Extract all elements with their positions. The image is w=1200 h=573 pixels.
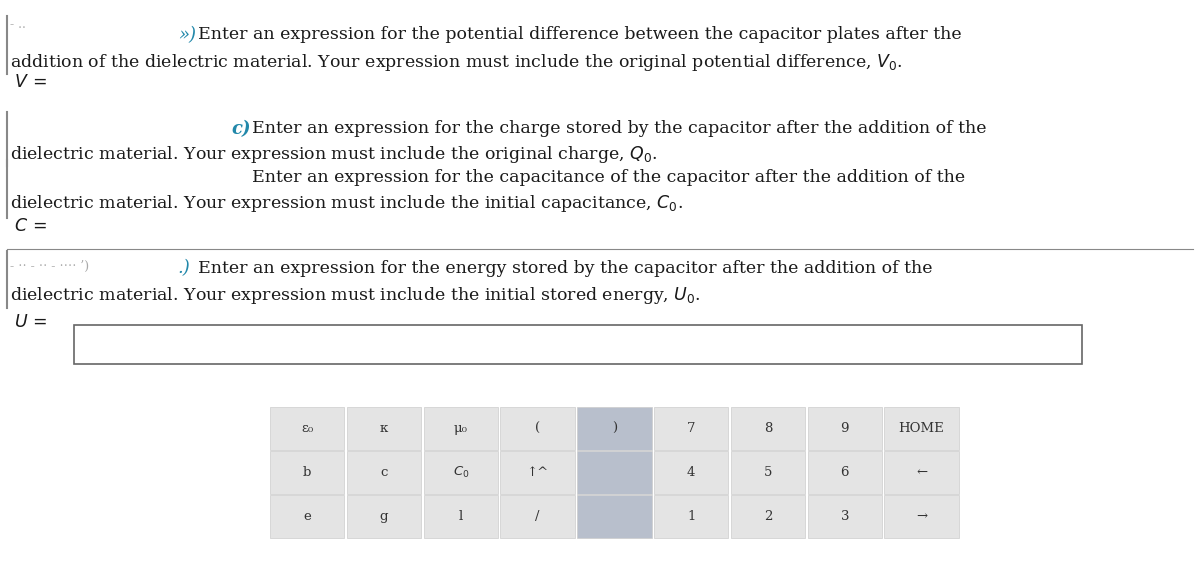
Bar <box>577 407 652 450</box>
Bar <box>424 407 498 450</box>
Text: - ⋅⋅ - ⋅⋅ - ⋅⋅⋅⋅ ’): - ⋅⋅ - ⋅⋅ - ⋅⋅⋅⋅ ’) <box>10 260 89 273</box>
Bar <box>270 451 344 494</box>
Text: ): ) <box>612 422 617 435</box>
Bar <box>731 407 805 450</box>
Bar <box>884 451 959 494</box>
Bar <box>347 407 421 450</box>
Bar <box>808 451 882 494</box>
Text: 8: 8 <box>764 422 772 435</box>
Text: μ₀: μ₀ <box>454 422 468 435</box>
Text: /: / <box>535 510 540 523</box>
Bar <box>884 495 959 538</box>
Bar <box>654 407 728 450</box>
Bar <box>654 495 728 538</box>
Text: g: g <box>379 510 389 523</box>
Bar <box>654 451 728 494</box>
Text: 6: 6 <box>840 466 850 479</box>
Text: b: b <box>304 466 311 479</box>
Bar <box>424 495 498 538</box>
Text: 7: 7 <box>686 422 696 435</box>
Text: 5: 5 <box>764 466 772 479</box>
Text: dielectric material. Your expression must include the initial capacitance, $C_0$: dielectric material. Your expression mus… <box>10 193 683 214</box>
Text: 4: 4 <box>688 466 695 479</box>
Bar <box>347 495 421 538</box>
Bar <box>424 451 498 494</box>
Text: $C\,=$: $C\,=$ <box>14 218 48 235</box>
Text: Enter an expression for the charge stored by the capacitor after the addition of: Enter an expression for the charge store… <box>252 120 986 138</box>
Bar <box>500 495 575 538</box>
Text: 1: 1 <box>688 510 695 523</box>
Bar <box>731 495 805 538</box>
Text: »): ») <box>178 26 196 44</box>
Bar <box>500 407 575 450</box>
Bar <box>347 451 421 494</box>
Text: dielectric material. Your expression must include the initial stored energy, $U_: dielectric material. Your expression mus… <box>10 285 701 306</box>
Text: dielectric material. Your expression must include the original charge, $Q_0$.: dielectric material. Your expression mus… <box>10 144 658 166</box>
Bar <box>884 407 959 450</box>
Bar <box>808 407 882 450</box>
Text: (: ( <box>535 422 540 435</box>
Bar <box>74 325 1082 364</box>
Text: HOME: HOME <box>899 422 944 435</box>
Bar <box>808 495 882 538</box>
Text: c: c <box>380 466 388 479</box>
Text: c): c) <box>232 120 251 138</box>
Bar <box>270 495 344 538</box>
Bar <box>270 407 344 450</box>
Text: $C_0$: $C_0$ <box>452 465 469 480</box>
Text: $U\,=$: $U\,=$ <box>14 314 48 331</box>
Bar <box>577 451 652 494</box>
Text: - ..: - .. <box>10 18 25 32</box>
Text: Enter an expression for the capacitance of the capacitor after the addition of t: Enter an expression for the capacitance … <box>252 169 965 186</box>
Text: .): .) <box>178 260 191 277</box>
Bar <box>577 495 652 538</box>
Text: 9: 9 <box>840 422 850 435</box>
Text: Enter an expression for the potential difference between the capacitor plates af: Enter an expression for the potential di… <box>198 26 961 43</box>
Text: e: e <box>304 510 311 523</box>
Text: addition of the dielectric material. Your expression must include the original p: addition of the dielectric material. You… <box>10 52 902 73</box>
Text: Enter an expression for the energy stored by the capacitor after the addition of: Enter an expression for the energy store… <box>198 260 932 277</box>
Text: →: → <box>916 510 928 523</box>
Text: ←: ← <box>916 466 928 479</box>
Text: ↑^: ↑^ <box>527 466 548 479</box>
Text: 2: 2 <box>764 510 772 523</box>
Text: ε₀: ε₀ <box>301 422 313 435</box>
Text: $V\,=$: $V\,=$ <box>14 74 47 92</box>
Text: κ: κ <box>380 422 388 435</box>
Bar <box>731 451 805 494</box>
Bar <box>500 451 575 494</box>
Text: 3: 3 <box>840 510 850 523</box>
Text: l: l <box>458 510 463 523</box>
